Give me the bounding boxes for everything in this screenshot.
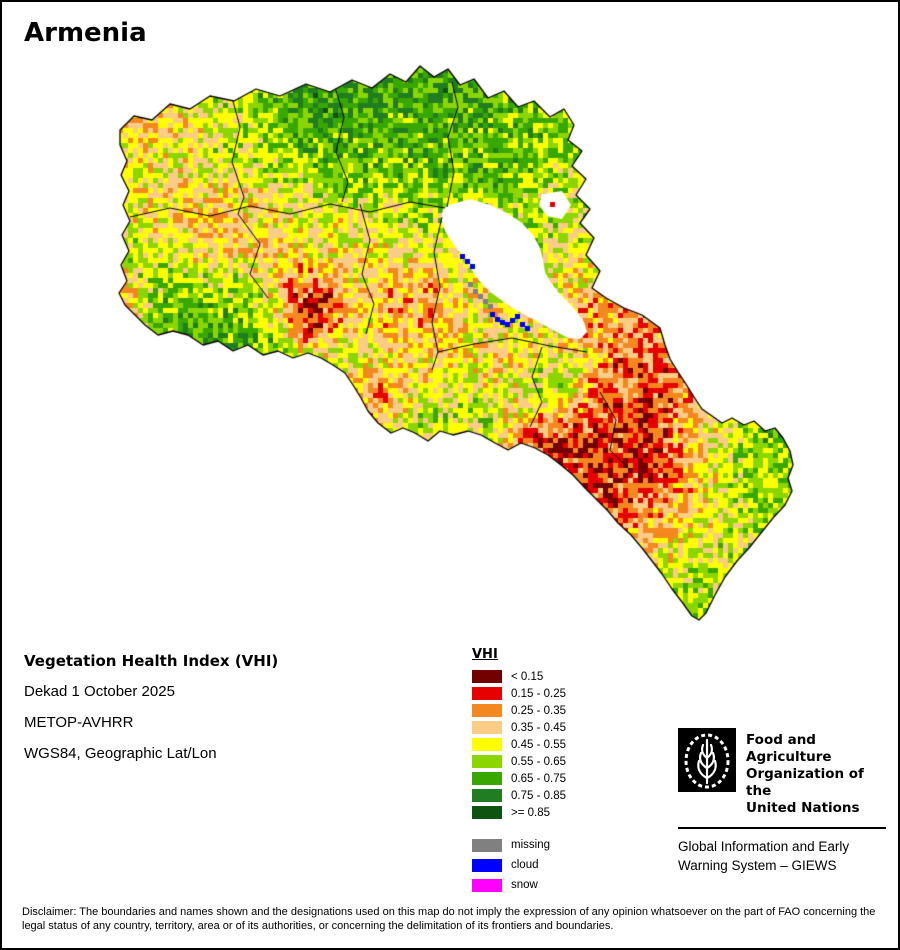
legend-swatch [472,755,502,768]
legend-row: 0.25 - 0.35 [472,702,566,719]
fao-org-line: United Nations [746,800,860,816]
legend-swatch [472,789,502,802]
legend-swatch [472,721,502,734]
dekad-date: Dekad 1 October 2025 [24,683,175,700]
disclaimer-text: Disclaimer: The boundaries and names sho… [22,906,876,932]
legend-row: < 0.15 [472,668,566,685]
page-title: Armenia [24,18,147,48]
legend-swatch [472,858,502,872]
legend-title: VHI [472,647,498,662]
legend-extras: missing cloud snow [472,835,566,895]
legend-label: 0.45 - 0.55 [511,738,566,751]
legend-row: >= 0.85 [472,804,566,821]
fao-org-line: Organization of the [746,766,864,799]
legend-swatch [472,704,502,717]
legend-label: 0.65 - 0.75 [511,772,566,785]
legend-row: 0.65 - 0.75 [472,770,566,787]
legend-label: 0.55 - 0.65 [511,755,566,768]
fao-header: Food and Agriculture Organization of the… [678,728,886,817]
map-info-block: Vegetation Health Index (VHI) Dekad 1 Oc… [24,652,278,776]
legend-swatch [472,670,502,683]
legend-row: cloud [472,855,566,875]
legend-swatch [472,738,502,751]
legend-label: 0.25 - 0.35 [511,704,566,717]
legend-swatch [472,838,502,852]
legend-label: < 0.15 [511,670,544,683]
product-name: Vegetation Health Index (VHI) [24,652,279,670]
giews-line: Warning System – GIEWS [678,858,837,873]
legend-swatch [472,772,502,785]
legend-label: snow [511,879,538,891]
projection-info: WGS84, Geographic Lat/Lon [24,745,217,762]
legend-label: 0.15 - 0.25 [511,687,566,700]
legend-row: 0.75 - 0.85 [472,787,566,804]
giews-line: Global Information and Early [678,839,850,854]
legend-swatch [472,687,502,700]
legend-classes: < 0.15 0.15 - 0.25 0.25 - 0.35 0.35 - 0.45 0… [472,668,566,821]
legend: VHI < 0.15 0.15 - 0.25 0.25 - 0.35 0.35 - 0… [472,647,566,895]
fao-org-name: Food and Agriculture Organization of the… [746,728,886,817]
sensor-name: METOP-AVHRR [24,714,134,731]
legend-label: 0.35 - 0.45 [511,721,566,734]
legend-label: missing [511,839,550,851]
fao-org-line: Food and Agriculture [746,732,832,765]
legend-label: >= 0.85 [511,806,551,819]
fao-divider [678,827,886,829]
legend-row: missing [472,835,566,855]
legend-label: 0.75 - 0.85 [511,789,566,802]
legend-swatch [472,806,502,819]
legend-row: 0.15 - 0.25 [472,685,566,702]
legend-swatch [472,878,502,892]
legend-label: cloud [511,859,539,871]
legend-row: 0.55 - 0.65 [472,753,566,770]
fao-block: Food and Agriculture Organization of the… [678,728,886,875]
legend-row: snow [472,875,566,895]
fao-logo-icon [678,728,736,792]
legend-row: 0.35 - 0.45 [472,719,566,736]
giews-name: Global Information and Early Warning Sys… [678,837,886,875]
legend-row: 0.45 - 0.55 [472,736,566,753]
